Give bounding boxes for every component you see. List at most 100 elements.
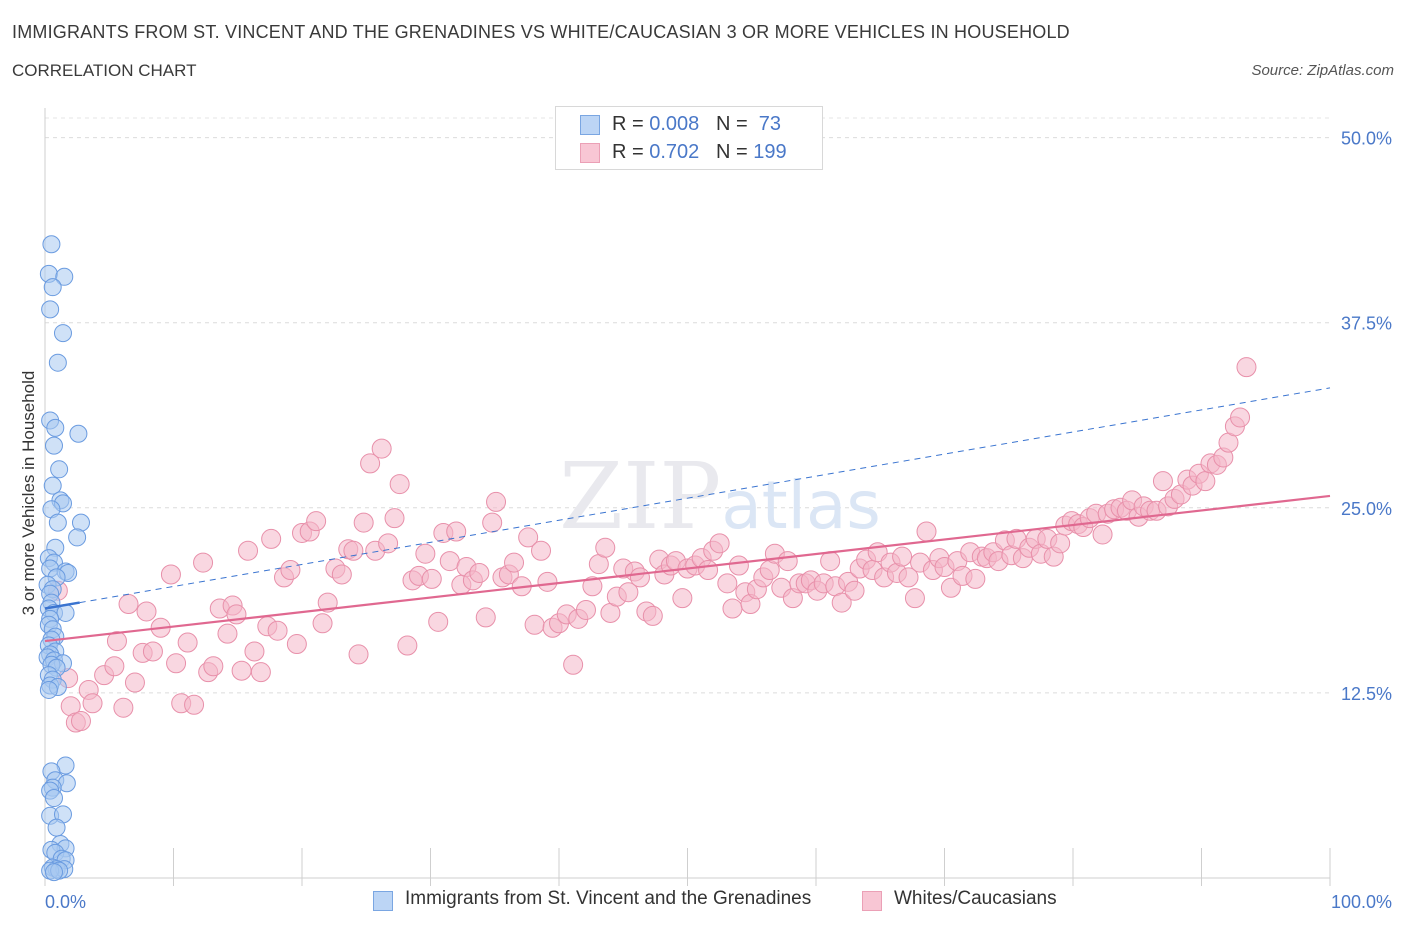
data-point-immigrants: [71, 513, 90, 532]
data-point-immigrants: [46, 418, 65, 437]
trend-lines: [44, 387, 1331, 643]
data-point-whites: [446, 521, 467, 542]
data-point-whites: [469, 562, 490, 583]
y-tick-label: 50.0%: [1341, 129, 1392, 149]
data-point-whites: [244, 641, 265, 662]
data-point-whites: [371, 438, 392, 459]
data-point-whites: [965, 568, 986, 589]
data-point-whites: [563, 654, 584, 675]
bottom-legend-label-whites: Whites/Caucasians: [894, 888, 1057, 909]
data-point-whites: [353, 512, 374, 533]
data-point-whites: [231, 660, 252, 681]
data-point-immigrants: [44, 863, 63, 882]
data-point-immigrants: [42, 235, 61, 254]
data-point-whites: [421, 568, 442, 589]
x-tick-label-max: 100.0%: [1331, 892, 1392, 912]
data-point-whites: [286, 634, 307, 655]
data-point-whites: [904, 588, 925, 609]
trend-line-immigrants: [44, 601, 80, 610]
trend-line-whites: [44, 494, 1331, 643]
data-point-whites: [531, 540, 552, 561]
data-point-whites: [331, 564, 352, 585]
legend-r-label: R =: [612, 141, 644, 163]
data-point-whites: [136, 601, 157, 622]
data-point-whites: [384, 508, 405, 529]
bottom-legend-swatch-blue: [373, 891, 393, 911]
data-point-immigrants: [48, 353, 67, 372]
legend-text-immigrants: R = 0.008 N = 73: [612, 113, 781, 136]
data-point-whites: [160, 564, 181, 585]
data-point-whites: [709, 533, 730, 554]
data-point-whites: [1152, 471, 1173, 492]
data-point-whites: [582, 576, 603, 597]
data-point-whites: [595, 537, 616, 558]
data-point-whites: [642, 605, 663, 626]
series-immigrants-points: [38, 235, 90, 882]
data-point-whites: [280, 560, 301, 580]
data-point-whites: [892, 546, 913, 567]
data-point-whites: [898, 567, 919, 588]
data-point-whites: [306, 511, 327, 532]
data-point-immigrants: [44, 436, 63, 455]
data-point-whites: [728, 555, 749, 576]
data-point-whites: [482, 512, 503, 533]
data-point-immigrants: [39, 680, 58, 699]
x-tick-labels: 0.0% 100.0%: [45, 892, 1392, 912]
data-point-whites: [439, 551, 460, 572]
data-point-immigrants: [43, 476, 62, 495]
data-point-whites: [82, 693, 103, 714]
data-point-whites: [486, 491, 507, 512]
y-tick-label: 12.5%: [1341, 684, 1392, 704]
data-point-whites: [1050, 533, 1071, 554]
legend-n-label: N =: [715, 113, 748, 135]
data-point-whites: [820, 551, 841, 572]
y-tick-label: 25.0%: [1341, 499, 1392, 519]
data-point-whites: [267, 620, 288, 641]
data-point-whites: [184, 694, 205, 715]
legend-swatch-blue: [580, 115, 600, 135]
axes: [44, 108, 1331, 886]
correlation-legend: R = 0.008 N = 73 R = 0.702 N = 199: [555, 106, 823, 170]
data-point-whites: [113, 697, 134, 718]
data-point-whites: [106, 631, 127, 652]
trend-line-immigrants-extended: [79, 387, 1331, 604]
data-point-whites: [475, 607, 496, 628]
data-point-whites: [166, 653, 187, 674]
data-point-whites: [142, 641, 163, 662]
data-point-immigrants: [43, 278, 62, 297]
data-point-immigrants: [55, 267, 74, 286]
data-point-whites: [343, 540, 364, 561]
data-point-whites: [238, 540, 259, 561]
data-point-whites: [518, 527, 539, 548]
legend-n-value: 199: [753, 141, 787, 163]
data-point-whites: [203, 656, 224, 677]
data-point-whites: [672, 588, 693, 609]
data-point-whites: [1195, 471, 1216, 492]
data-point-whites: [317, 592, 338, 613]
data-point-whites: [722, 598, 743, 619]
data-point-whites: [389, 474, 410, 495]
data-point-whites: [348, 644, 369, 665]
data-point-whites: [217, 623, 238, 644]
data-point-whites: [104, 656, 125, 677]
data-point-immigrants: [68, 528, 87, 547]
chart-title: IMMIGRANTS FROM ST. VINCENT AND THE GREN…: [12, 22, 1070, 42]
data-point-whites: [1092, 524, 1113, 545]
legend-r-value: 0.008: [649, 113, 700, 135]
data-point-whites: [415, 543, 436, 564]
data-point-whites: [575, 599, 596, 620]
data-point-whites: [118, 594, 139, 615]
data-point-whites: [831, 592, 852, 613]
data-point-whites: [70, 711, 91, 732]
data-point-immigrants: [47, 818, 66, 837]
legend-r-value: 0.702: [649, 141, 700, 163]
data-point-whites: [916, 521, 937, 542]
data-point-immigrants: [69, 424, 88, 443]
watermark-atlas: atlas: [721, 467, 881, 544]
legend-r-label: R =: [612, 113, 644, 135]
legend-text-whites: R = 0.702 N = 199: [612, 141, 787, 164]
data-point-whites: [1230, 407, 1251, 428]
data-point-whites: [177, 632, 198, 653]
data-point-whites: [717, 573, 738, 594]
data-point-whites: [844, 580, 865, 601]
